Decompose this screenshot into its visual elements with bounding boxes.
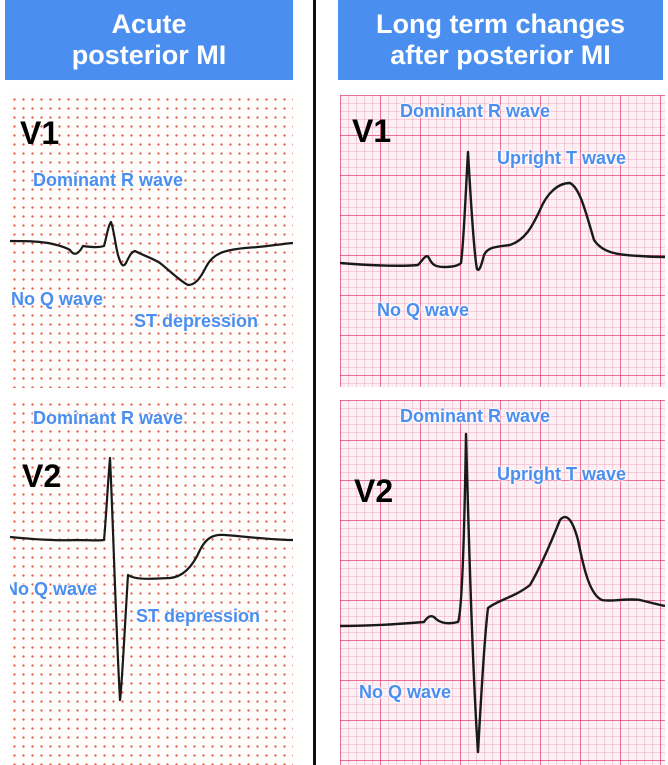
annotation-st-depression: ST depression (134, 311, 259, 331)
ecg-strip-long-term-v1: Dominant R wave V1 Upright T wave No Q w… (340, 95, 665, 387)
annotation-dominant-r-wave: Dominant R wave (400, 406, 551, 426)
lead-label-v2: V2 (354, 473, 394, 509)
annotation-dominant-r-wave: Dominant R wave (400, 101, 551, 121)
ecg-strip-acute-v2: Dominant R wave V2 No Q wave ST depressi… (10, 400, 293, 765)
ecg-trace-long-term-v1 (340, 150, 665, 271)
lead-label-v1: V1 (352, 113, 392, 149)
annotation-st-depression: ST depression (136, 606, 261, 626)
annotation-no-q-wave: No Q wave (359, 682, 452, 702)
lead-label-v2: V2 (22, 458, 62, 494)
annotation-no-q-wave: No Q wave (11, 289, 104, 309)
annotation-dominant-r-wave: Dominant R wave (33, 408, 184, 428)
annotation-upright-t-wave: Upright T wave (497, 148, 627, 168)
annotation-upright-t-wave: Upright T wave (497, 464, 627, 484)
column-divider (313, 0, 316, 765)
ecg-trace-acute-v1 (10, 220, 293, 287)
annotation-no-q-wave: No Q wave (377, 300, 470, 320)
annotation-no-q-wave: No Q wave (10, 579, 98, 599)
long-term-column-header: Long term changes after posterior MI (338, 0, 663, 80)
long-term-header-line2: after posterior MI (390, 40, 611, 70)
lead-label-v1: V1 (20, 115, 60, 151)
acute-header-line1: Acute (111, 9, 187, 39)
ecg-trace-acute-v2 (10, 456, 293, 702)
acute-column-header: Acute posterior MI (5, 0, 293, 80)
ecg-strip-acute-v1: V1 Dominant R wave No Q wave ST depressi… (10, 95, 293, 388)
ecg-trace-long-term-v2 (340, 432, 665, 754)
acute-header-line2: posterior MI (71, 40, 227, 70)
long-term-header-line1: Long term changes (375, 9, 626, 39)
annotation-dominant-r-wave: Dominant R wave (33, 170, 184, 190)
ecg-strip-long-term-v2: Dominant R wave Upright T wave V2 No Q w… (340, 400, 665, 765)
